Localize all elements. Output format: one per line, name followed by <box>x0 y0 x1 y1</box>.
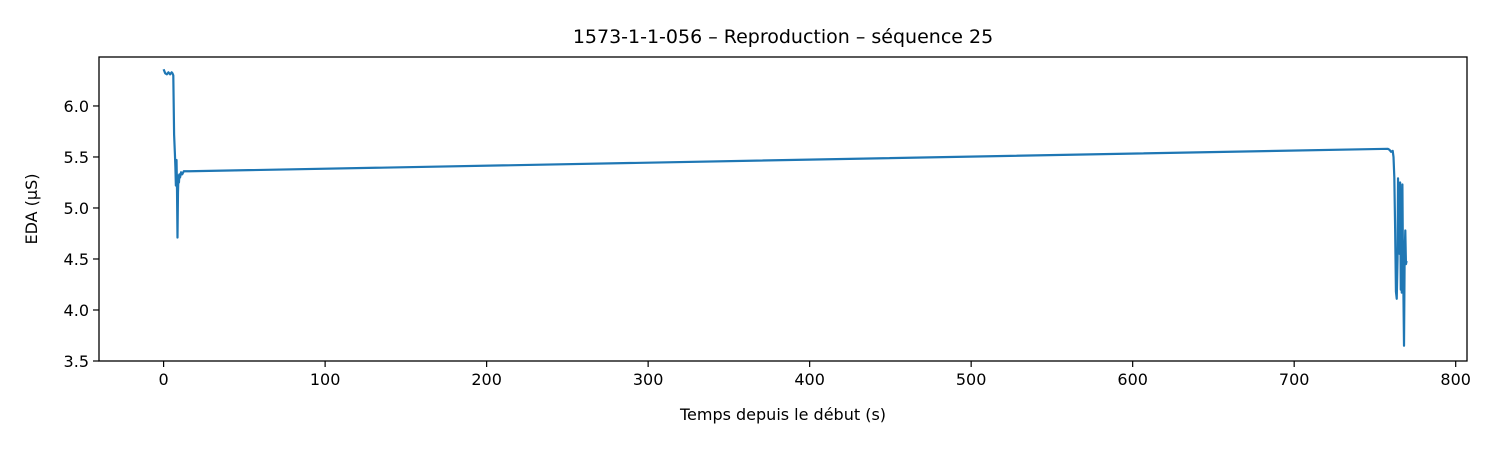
x-tick-label: 800 <box>1440 370 1471 389</box>
x-tick-label: 0 <box>159 370 169 389</box>
eda-series-line <box>162 68 1408 347</box>
plot-area <box>162 68 1408 347</box>
x-axis-label: Temps depuis le début (s) <box>679 405 886 424</box>
plot-frame <box>98 56 1468 362</box>
x-tick-label: 200 <box>471 370 502 389</box>
y-tick-label: 5.0 <box>64 199 89 218</box>
y-tick-label: 5.5 <box>64 148 89 167</box>
chart-title: 1573-1-1-056 – Reproduction – séquence 2… <box>573 26 993 48</box>
x-tick-label: 600 <box>1117 370 1148 389</box>
x-tick-label: 400 <box>794 370 825 389</box>
x-tick-label: 700 <box>1279 370 1310 389</box>
y-tick-label: 3.5 <box>64 352 89 371</box>
y-tick-label: 4.5 <box>64 250 89 269</box>
x-tick-label: 500 <box>956 370 987 389</box>
y-axis-label: EDA (µS) <box>22 174 41 245</box>
x-tick-label: 100 <box>310 370 341 389</box>
x-tick-label: 300 <box>633 370 664 389</box>
y-axis: 3.5 4.0 4.5 5.0 5.5 6.0 <box>64 97 99 371</box>
y-tick-label: 6.0 <box>64 97 89 116</box>
y-tick-label: 4.0 <box>64 301 89 320</box>
x-axis: 0 100 200 300 400 500 600 700 800 <box>159 361 1471 389</box>
